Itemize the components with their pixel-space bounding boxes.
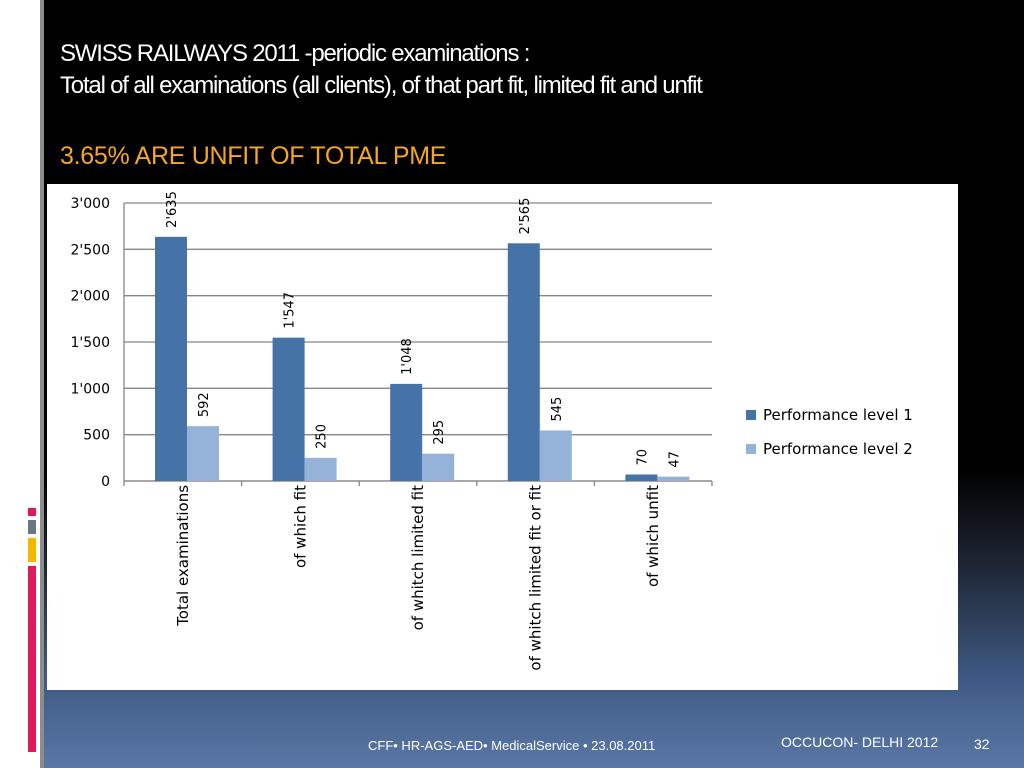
bar xyxy=(539,430,572,481)
y-tick-label: 500 xyxy=(83,428,110,444)
y-tick-label: 1'500 xyxy=(71,335,110,351)
data-label: 2'635 xyxy=(165,191,180,228)
page-number: 32 xyxy=(974,736,990,752)
conference-name: OCCUCON- DELHI 2012 xyxy=(781,734,939,750)
accent-red-bar xyxy=(28,566,36,752)
data-label: 1'048 xyxy=(400,338,415,375)
accent-gray-square xyxy=(28,520,36,534)
legend-swatch xyxy=(746,444,756,454)
x-category-label: Total examinations xyxy=(174,485,192,627)
bar xyxy=(155,236,187,481)
strip-divider xyxy=(40,0,44,768)
legend-label: Performance level 2 xyxy=(763,440,913,458)
y-tick-label: 2'500 xyxy=(71,242,110,258)
bar xyxy=(272,337,305,481)
bar xyxy=(304,457,337,481)
accent-yellow-bar xyxy=(28,538,36,562)
y-tick-label: 1'000 xyxy=(71,381,110,397)
x-category-label: of which unfit xyxy=(644,485,662,587)
bar xyxy=(625,474,658,481)
y-tick-label: 0 xyxy=(101,474,110,490)
bar xyxy=(507,243,540,481)
left-decorative-strip xyxy=(0,0,44,768)
data-label: 592 xyxy=(197,392,212,417)
bar xyxy=(390,383,423,481)
x-category-label: of which fit xyxy=(291,485,309,568)
bar-chart: 0 500 1'000 1'500 2'000 2'500 3'000 2'635 592 Tot… xyxy=(71,191,913,671)
data-label: 47 xyxy=(667,451,682,468)
data-label: 295 xyxy=(432,420,447,445)
y-tick-label: 3'000 xyxy=(71,196,110,212)
data-label: 2'565 xyxy=(518,198,533,235)
bar xyxy=(657,476,690,481)
legend-swatch xyxy=(746,410,756,420)
bar xyxy=(422,453,455,481)
data-label: 545 xyxy=(550,397,565,422)
accent-red-square xyxy=(28,508,36,516)
title-line-2: Total of all examinations (all clients),… xyxy=(60,72,703,99)
slide-subtitle: 3.65% ARE UNFIT OF TOTAL PME xyxy=(60,142,447,170)
x-category-label: of whitch limited fit or fit xyxy=(527,485,545,671)
legend-label: Performance level 1 xyxy=(763,406,913,424)
slide-title: SWISS RAILWAYS 2011 -periodic examinatio… xyxy=(60,38,703,102)
footer-credit: CFF• HR-AGS-AED• MedicalService • 23.08.… xyxy=(368,738,656,753)
data-label: 1'547 xyxy=(283,292,298,329)
chart-panel: 0 500 1'000 1'500 2'000 2'500 3'000 2'635 592 Tot… xyxy=(47,184,958,690)
data-label: 250 xyxy=(315,424,330,449)
title-line-1: SWISS RAILWAYS 2011 -periodic examinatio… xyxy=(60,40,530,67)
bar xyxy=(187,426,219,481)
y-tick-label: 2'000 xyxy=(71,289,110,305)
x-category-label: of whitch limited fit xyxy=(409,485,427,631)
data-label: 70 xyxy=(635,449,650,466)
